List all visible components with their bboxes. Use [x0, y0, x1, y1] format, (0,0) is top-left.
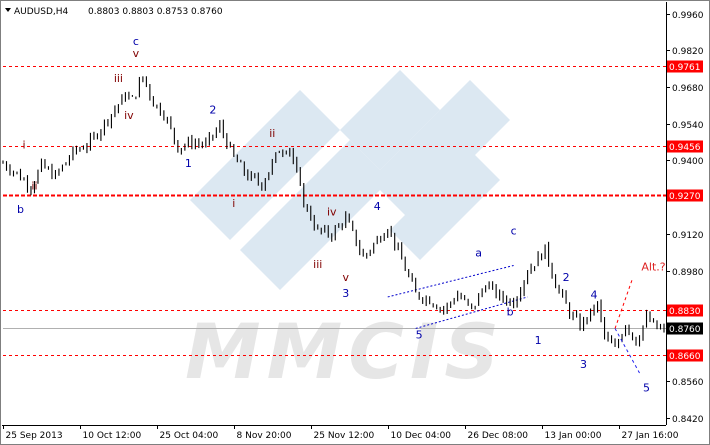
- wave-label: 4: [374, 200, 381, 213]
- channel-line: [415, 296, 528, 329]
- level-label-box: [667, 140, 703, 153]
- wave-label: ii: [31, 179, 37, 192]
- y-tick-label: 0.8980: [672, 268, 704, 278]
- x-tick-label: 25 Oct 04:00: [160, 431, 219, 441]
- level-label: 0.8830: [669, 307, 701, 317]
- wave-label: 2: [209, 103, 216, 116]
- y-tick-label: 0.8560: [672, 378, 704, 388]
- wave-label: Alt.?: [641, 261, 665, 274]
- level-label: 0.9761: [669, 63, 701, 73]
- watermark-logo: MMCIS: [185, 70, 510, 396]
- wave-label: ii: [269, 127, 275, 140]
- level-label: 0.9270: [669, 192, 701, 202]
- wave-label: iv: [327, 206, 337, 219]
- wave-label: 3: [580, 358, 587, 371]
- wave-label: 5: [643, 381, 650, 394]
- x-tick-label: 25 Nov 12:00: [314, 431, 375, 441]
- chart-header: AUDUSD,H4 0.8803 0.8803 0.8753 0.8760: [5, 7, 223, 17]
- current-price-label: 0.8760: [669, 325, 701, 335]
- level-price-labels: 0.9761 0.9456 0.9270 0.8830 0.8660 0.8760: [667, 60, 703, 362]
- price-axis-ticks: 0.9960 0.9820 0.9680 0.9540 0.9400 0.9120 0.89…: [666, 11, 704, 425]
- forecast-main-line: [614, 328, 640, 374]
- forecast-alt-line: [614, 278, 633, 329]
- x-tick-label: 13 Jan 00:00: [545, 431, 602, 441]
- wave-label: i: [232, 197, 235, 210]
- channel-lines: [387, 264, 528, 329]
- watermark-text: MMCIS: [185, 307, 505, 396]
- x-tick-label: 10 Dec 04:00: [391, 431, 452, 441]
- y-tick-label: 0.8420: [672, 415, 704, 425]
- level-label-box: [667, 349, 703, 362]
- wave-label: 1: [185, 157, 192, 170]
- y-tick-label: 0.9400: [672, 157, 704, 167]
- wave-label: 4: [591, 288, 598, 301]
- level-lines: [3, 66, 666, 356]
- wave-label: iii: [114, 72, 123, 85]
- x-tick-label: 8 Nov 20:00: [237, 431, 292, 441]
- wave-label: a: [475, 246, 482, 259]
- wave-label: iii: [313, 258, 322, 271]
- wave-label: c: [511, 224, 517, 237]
- wave-label: b: [507, 305, 514, 318]
- y-tick-label: 0.9120: [672, 231, 704, 241]
- level-label: 0.8660: [669, 352, 701, 362]
- level-label-box: [667, 304, 703, 317]
- y-tick-label: 0.9680: [672, 84, 704, 94]
- x-tick-label: 10 Oct 12:00: [83, 431, 142, 441]
- y-tick-label: 0.9960: [672, 11, 704, 21]
- wave-label: iv: [124, 109, 134, 122]
- level-label-box: [667, 189, 703, 202]
- x-tick-label: 25 Sep 2013: [6, 431, 63, 441]
- level-label: 0.9456: [669, 143, 701, 153]
- level-label-box: [667, 60, 703, 73]
- wave-label: i: [22, 138, 25, 151]
- wave-label: c: [133, 35, 139, 48]
- wave-label: 3: [342, 287, 349, 300]
- dropdown-triangle-icon[interactable]: [5, 8, 11, 12]
- price-series: [2, 76, 665, 349]
- wave-label: 5: [416, 328, 423, 341]
- ohlc-values: 0.8803 0.8803 0.8753 0.8760: [88, 7, 223, 17]
- wave-label: 2: [563, 271, 570, 284]
- x-tick-label: 27 Jan 16:00: [622, 431, 679, 441]
- x-tick-label: 26 Dec 08:00: [468, 431, 529, 441]
- wave-label: 1: [535, 334, 542, 347]
- channel-line: [387, 264, 514, 298]
- current-price-box: [667, 322, 703, 335]
- y-tick-label: 0.9540: [672, 121, 704, 131]
- symbol-label: AUDUSD,H4: [14, 7, 69, 17]
- wave-label: v: [133, 47, 140, 60]
- time-axis-ticks: 25 Sep 2013 10 Oct 12:00 25 Oct 04:00 8 Nov…: [3, 425, 679, 441]
- forecast-lines: [614, 278, 640, 374]
- y-tick-label: 0.9820: [672, 47, 704, 57]
- wave-label: v: [342, 271, 349, 284]
- wave-label: b: [17, 203, 24, 216]
